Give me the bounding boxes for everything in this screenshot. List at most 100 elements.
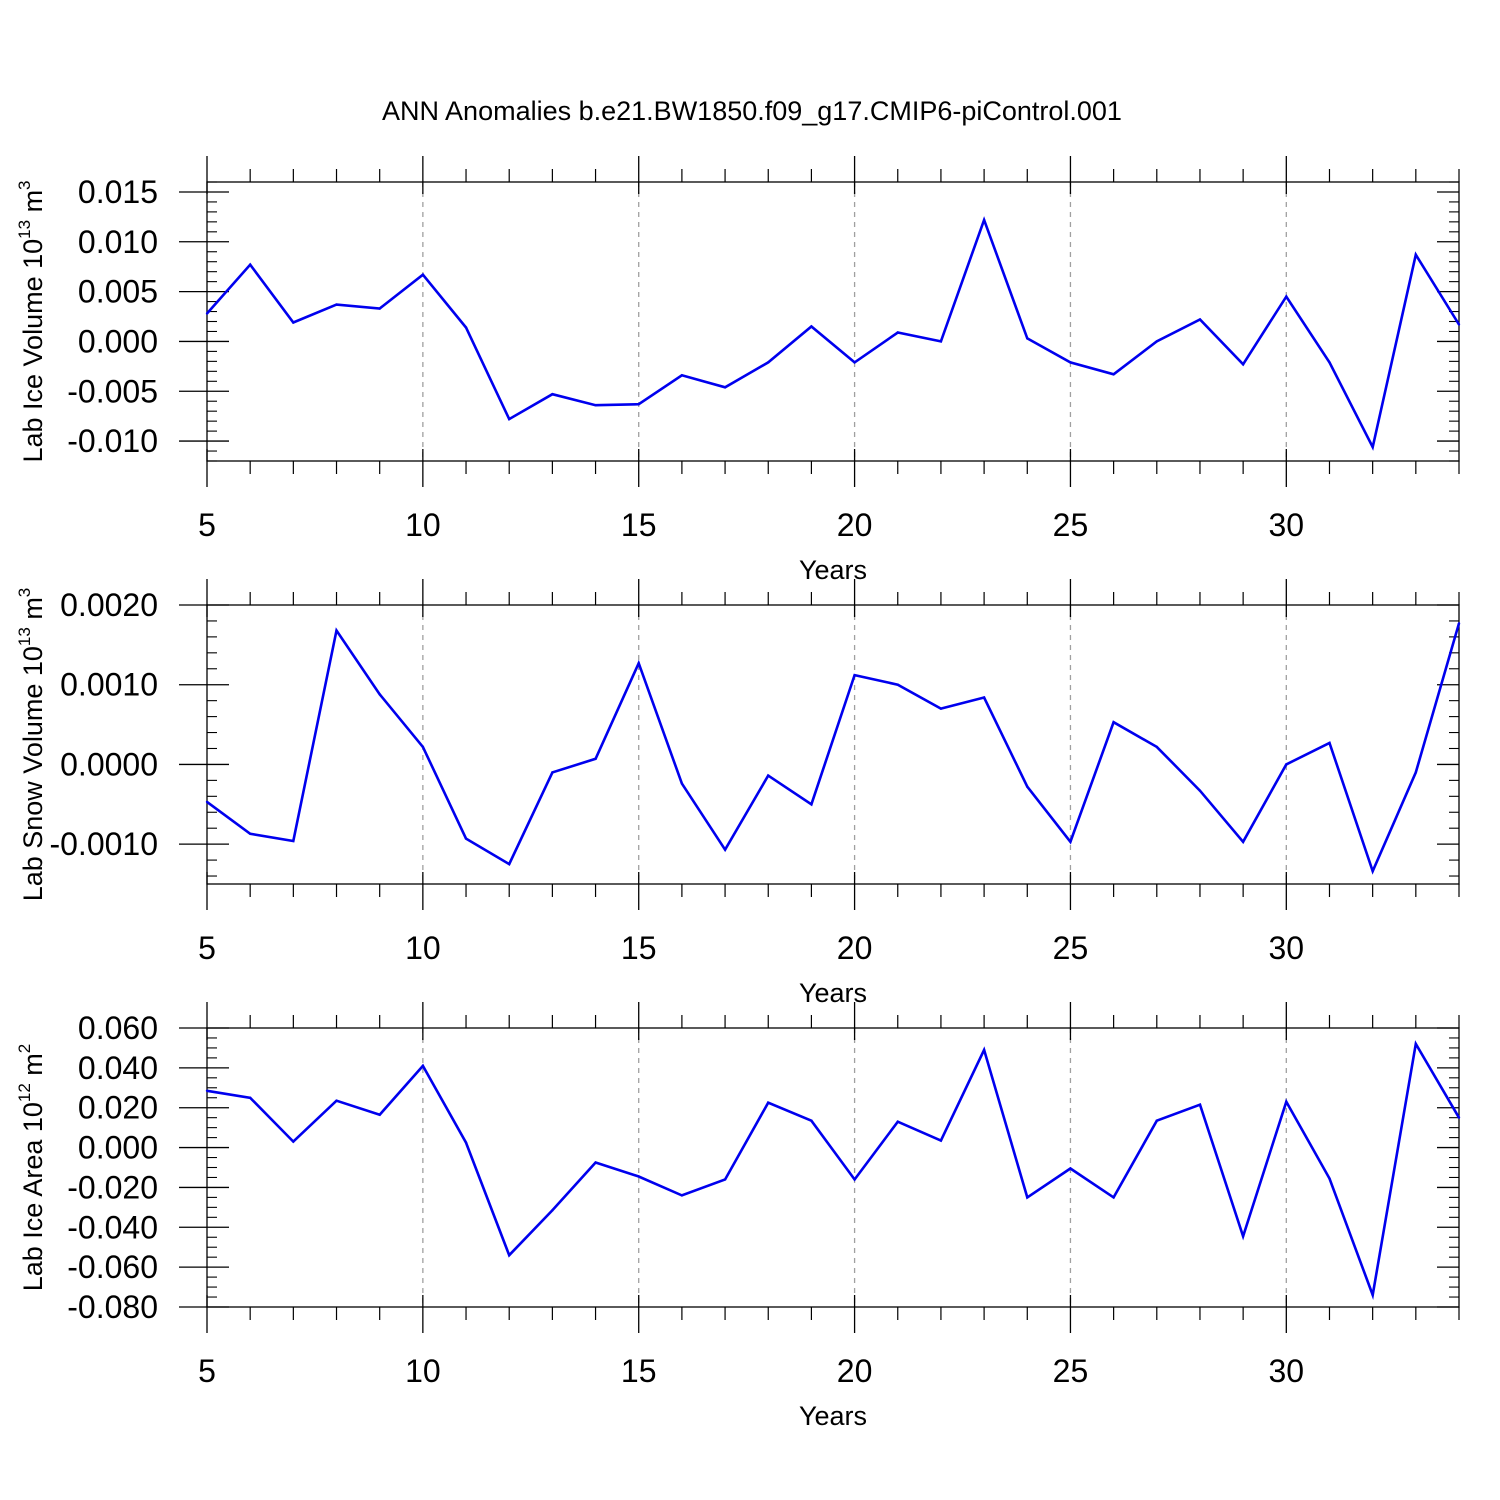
data-point: [767, 1101, 770, 1104]
data-point: [292, 321, 295, 324]
data-point: [594, 757, 597, 761]
data-point: [810, 325, 813, 328]
data-point: [421, 1064, 425, 1068]
data-point: [1371, 870, 1374, 873]
data-point: [637, 661, 640, 665]
data-point: [421, 745, 425, 749]
y-tick-label: 0.0020: [60, 587, 158, 623]
data-point: [1069, 840, 1072, 843]
series-line: [206, 622, 1461, 875]
y-tick-label: 0.000: [78, 323, 158, 359]
data-point: [378, 307, 381, 310]
data-point: [1457, 622, 1461, 625]
data-point: [248, 1096, 252, 1099]
data-point: [1285, 763, 1288, 766]
data-point: [1112, 1196, 1115, 1199]
y-axis-title: Lab Snow Volume 1013 m3: [15, 588, 48, 902]
data-point: [1414, 771, 1418, 774]
data-point: [1112, 373, 1115, 376]
data-point: [680, 374, 684, 377]
y-tick-label: -0.010: [67, 423, 158, 459]
data-point: [551, 771, 554, 774]
data-point: [767, 361, 770, 364]
data-point: [1241, 363, 1245, 366]
data-point: [810, 803, 813, 806]
data-point: [594, 1161, 597, 1164]
y-tick-label: 0.040: [78, 1050, 158, 1086]
data-point: [680, 1194, 684, 1197]
data-point: [1241, 1235, 1245, 1238]
data-point: [1328, 361, 1331, 364]
x-tick-label: 25: [1053, 507, 1089, 543]
data-point: [1414, 1042, 1418, 1046]
data-point: [1328, 1177, 1331, 1180]
plot-frame: [206, 604, 1460, 885]
data-point: [1155, 745, 1158, 749]
data-point: [508, 862, 511, 866]
plot-frame: [206, 1027, 1460, 1308]
data-point: [1069, 361, 1072, 364]
data-point: [982, 218, 986, 222]
x-tick-label: 10: [405, 930, 441, 966]
data-point: [551, 393, 554, 396]
x-tick-label: 25: [1053, 1353, 1089, 1389]
y-tick-label: 0.000: [78, 1130, 158, 1166]
data-point: [594, 404, 597, 407]
data-point: [1198, 1103, 1202, 1106]
data-point: [723, 1178, 727, 1181]
x-tick-label: 15: [621, 507, 657, 543]
data-point: [464, 326, 468, 329]
data-point: [637, 403, 640, 406]
y-tick-label: 0.0010: [60, 667, 158, 703]
data-point: [939, 707, 943, 710]
y-tick-label: -0.020: [67, 1169, 158, 1205]
data-point: [378, 693, 381, 696]
y-tick-label: 0.015: [78, 174, 158, 210]
x-tick-label: 10: [405, 1353, 441, 1389]
y-tick-label: 0.020: [78, 1090, 158, 1126]
data-point: [1198, 789, 1202, 792]
y-axis-title: Lab Ice Volume 1013 m3: [15, 180, 48, 462]
data-point: [551, 1209, 554, 1212]
data-point: [680, 782, 684, 785]
data-point: [1328, 741, 1331, 745]
panels-container: 5 10 15 20 25 30 Years -0.010 -0.005 0.000 0.005 0.…: [15, 156, 1461, 1431]
y-tick-label: 0.0000: [60, 746, 158, 782]
data-point: [464, 837, 468, 840]
y-axis-title: Lab Ice Area 1012 m2: [15, 1044, 48, 1292]
data-point: [1026, 337, 1029, 340]
y-tick-label: -0.005: [67, 373, 158, 409]
data-point: [637, 1175, 640, 1178]
data-point: [810, 1119, 813, 1122]
data-point: [1026, 1196, 1029, 1199]
x-tick-label: 20: [837, 1353, 873, 1389]
data-point: [464, 1141, 468, 1144]
data-point: [1155, 1119, 1158, 1122]
data-point: [335, 629, 338, 632]
data-point: [508, 1253, 511, 1257]
data-point: [939, 340, 943, 343]
x-axis-title: Years: [799, 555, 867, 585]
x-tick-label: 30: [1269, 1353, 1305, 1389]
x-tick-label: 20: [837, 930, 873, 966]
data-point: [853, 361, 856, 364]
data-point: [896, 331, 899, 334]
x-axis-title: Years: [799, 1401, 867, 1431]
data-point: [853, 1178, 856, 1181]
x-tick-label: 5: [198, 1353, 216, 1389]
data-point: [1112, 720, 1115, 724]
data-point: [723, 848, 727, 851]
x-tick-label: 15: [621, 930, 657, 966]
data-point: [853, 673, 856, 677]
data-point: [982, 1048, 986, 1052]
data-point: [1457, 323, 1461, 326]
y-tick-label: 0.010: [78, 224, 158, 260]
data-point: [292, 839, 295, 843]
data-point: [335, 1099, 338, 1102]
data-point: [248, 263, 252, 266]
y-tick-label: 0.005: [78, 274, 158, 310]
data-point: [1371, 445, 1374, 449]
data-point: [1026, 785, 1029, 788]
panel-1: 5 10 15 20 25 30 Years -0.010 -0.005 0.000 0.005 0.…: [15, 156, 1461, 585]
